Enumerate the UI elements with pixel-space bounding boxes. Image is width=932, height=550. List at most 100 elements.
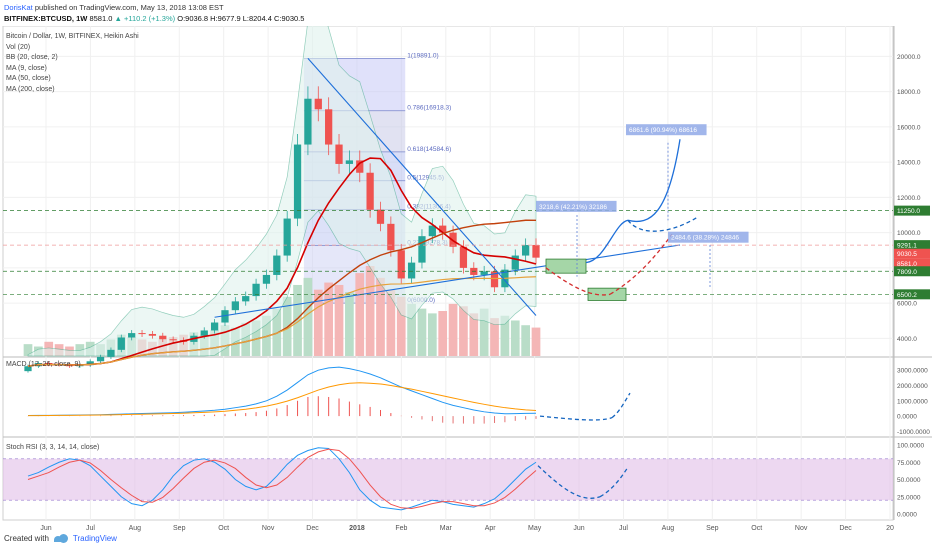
candle-body (522, 244, 530, 256)
stoch-rsi-tick-label: 0.0000 (897, 512, 917, 519)
x-tick-label: Jul (86, 525, 95, 532)
x-tick-label: Aug (662, 525, 675, 532)
projection-arrow (585, 219, 629, 264)
author-link[interactable]: DorisKat (4, 3, 33, 12)
candle-body (480, 271, 488, 275)
price-axis-tag (894, 240, 930, 251)
price-axis-tag-text: 11250.0 (897, 208, 920, 215)
x-tick-label: Aug (129, 525, 142, 532)
volume-bar (324, 282, 334, 356)
macd-projection-arrow (611, 392, 631, 419)
price-change: ▲ +110.2 (+1.3%) (114, 14, 176, 23)
price-axis-tag-text: 9291.1 (897, 243, 917, 250)
stoch-rsi-tick-label: 50.0000 (897, 477, 921, 484)
candle-body (128, 333, 136, 338)
price-axis-tag-text: 6500.2 (897, 292, 917, 299)
x-tick-label: Jun (40, 525, 51, 532)
legend-item-volume[interactable]: Vol (20) (6, 43, 31, 51)
volume-bar (272, 308, 282, 356)
candle-body (511, 255, 519, 270)
stoch-rsi-d-line (27, 448, 537, 509)
volume-bar (23, 344, 33, 356)
legend-item-ma200[interactable]: MA (200, close) (6, 85, 55, 93)
x-tick-label: Dec (839, 525, 852, 532)
y-tick-label: 4000.0 (897, 336, 917, 343)
stoch-rsi-projection-arrow (537, 465, 601, 499)
candle-body (325, 109, 333, 145)
chart-frame (2, 26, 894, 521)
y-tick-label: 18000.0 (897, 89, 921, 96)
x-tick-label: Sep (173, 525, 186, 532)
stoch-rsi-pane-label[interactable]: Stoch RSI (3, 3, 14, 14, close) (6, 444, 100, 451)
candle-body (262, 274, 271, 284)
volume-bar (427, 313, 437, 356)
candle-body (242, 296, 250, 302)
volume-bar (386, 289, 396, 356)
candle-body (397, 250, 405, 279)
last-price: 8581.0 (89, 14, 113, 23)
candle-body (490, 271, 499, 288)
measure-label: 2484.6 (38.28%) 24846 (671, 235, 739, 242)
legend-title: Bitcoin / Dollar, 1W, BITFINEX, Heikin A… (6, 33, 139, 40)
y-tick-label: 16000.0 (897, 124, 921, 131)
candle-body (407, 262, 416, 279)
x-tick-label: Jul (619, 525, 628, 532)
candle-body (86, 361, 94, 366)
candle-body (117, 337, 125, 350)
candle-body (532, 244, 540, 258)
ohlc-values: O:9036.8 H:9677.9 L:8204.4 C:9030.5 (177, 14, 305, 23)
chart-canvas[interactable]: Jun Jul Aug Sep Oct Nov Dec 2018 Feb Mar Apr May Jun… (0, 26, 932, 534)
candle-body (428, 225, 436, 237)
stoch-rsi-tick-label: 25.0000 (897, 494, 921, 501)
publish-line: DorisKat published on TradingView.com, M… (4, 2, 224, 13)
stoch-rsi-tick-label: 100.0000 (897, 443, 924, 450)
buy-zone-box (587, 287, 627, 301)
price-axis-tag (894, 289, 930, 300)
stoch-rsi-k-line (27, 447, 537, 511)
price-axis-tag (894, 266, 930, 277)
volume-bar (251, 320, 261, 356)
descending-trendline (307, 57, 537, 316)
candle-body (356, 160, 364, 173)
candle-body (159, 335, 167, 340)
volume-bar (479, 308, 489, 356)
candle-body (138, 333, 146, 335)
symbol-name[interactable]: BITFINEX:BTCUSD, 1W (4, 14, 88, 23)
x-tick-label: Mar (440, 525, 453, 532)
x-tick-label: Feb (395, 525, 407, 532)
candle-body (366, 172, 374, 210)
measure-label: 3218.6 (42.21%) 32186 (539, 204, 607, 211)
candle-body (107, 349, 115, 357)
footer-brand[interactable]: TradingView (72, 534, 117, 543)
volume-bar (407, 303, 416, 356)
y-tick-label: 12000.0 (897, 195, 921, 202)
price-axis-tag-text: 8581.0 (897, 261, 917, 268)
candle-body (387, 223, 395, 251)
fib-level-label: 1(19891.0) (407, 52, 438, 59)
volume-bar (345, 292, 354, 356)
price-axis-tag-text: 7809.0 (897, 269, 917, 276)
x-tick-label: Jun (573, 525, 584, 532)
macd-pane-label[interactable]: MACD (12, 26, close, 9) (6, 361, 81, 368)
chart-header: DorisKat published on TradingView.com, M… (0, 0, 932, 26)
volume-bar (75, 344, 85, 356)
legend-item-ma9[interactable]: MA (9, close) (6, 64, 47, 72)
candle-body (345, 160, 354, 164)
volume-bar (438, 311, 448, 356)
macd-tick-label: 3000.0000 (897, 368, 928, 375)
candle-body (210, 322, 219, 331)
x-tick-label: May (528, 525, 542, 532)
stoch-rsi-band (3, 458, 893, 501)
macd-projection-arrow (539, 415, 613, 421)
x-tick-label: Oct (218, 525, 229, 532)
tradingview-logo-icon (53, 534, 68, 543)
x-tick-label: Apr (485, 525, 497, 532)
y-tick-label: 10000.0 (897, 230, 921, 237)
fib-level-label: 0.5(12945.5) (407, 175, 444, 182)
legend-item-bb[interactable]: BB (20, close, 2) (6, 54, 58, 61)
candle-body (459, 246, 468, 268)
legend-item-ma50[interactable]: MA (50, close) (6, 75, 51, 82)
candle-body (418, 236, 426, 263)
x-tick-label: Nov (262, 525, 275, 532)
volume-bar (469, 313, 479, 356)
